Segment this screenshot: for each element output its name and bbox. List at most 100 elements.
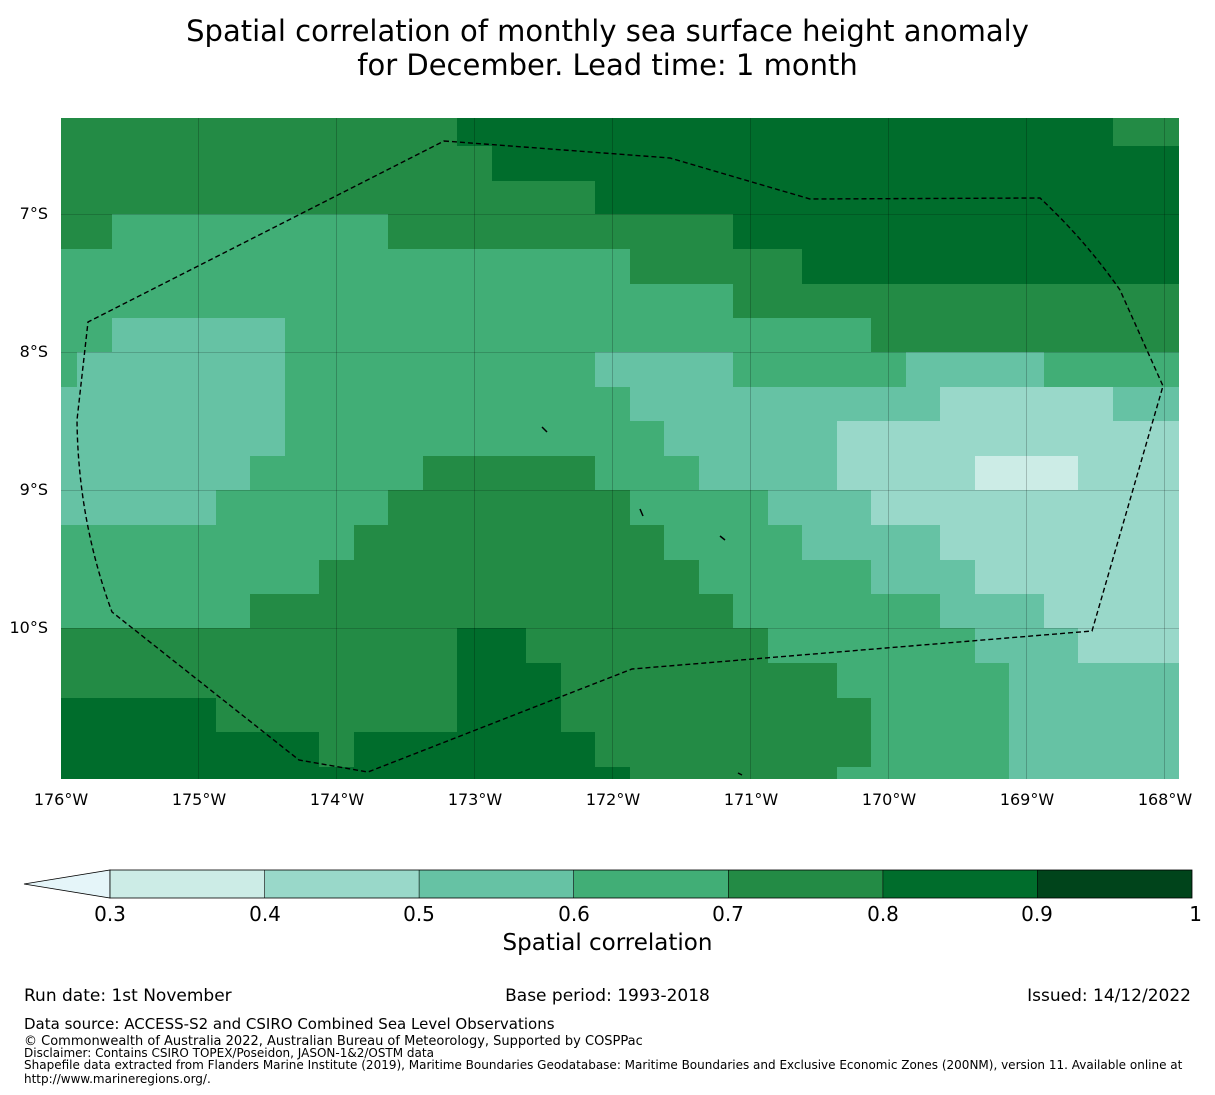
cell (61, 525, 354, 560)
lon-label-176W: 176°W (33, 790, 89, 809)
cell (1078, 456, 1179, 490)
lon-label-172W: 172°W (585, 790, 641, 809)
cell (1009, 732, 1179, 767)
colorbar-tick-0.7: 0.7 (712, 902, 744, 926)
cell (423, 456, 595, 490)
cell (457, 698, 561, 732)
cell (388, 214, 733, 249)
colorbar-bin-0.8 (882, 870, 1038, 898)
cell (630, 249, 802, 284)
cell (61, 181, 595, 214)
cell (699, 560, 871, 594)
cell (457, 628, 526, 663)
cell (1078, 628, 1179, 663)
colorbar-tick-0.9: 0.9 (1021, 902, 1053, 926)
cell (319, 732, 354, 767)
colorbar-tick-0.4: 0.4 (249, 902, 281, 926)
cell (526, 628, 768, 663)
lon-label-174W: 174°W (309, 790, 365, 809)
colorbar-bin-0.9 (1037, 870, 1192, 898)
cell (285, 352, 595, 387)
cell (630, 767, 837, 779)
cell (733, 214, 1179, 249)
cell (61, 214, 112, 249)
colorbar-label: Spatial correlation (502, 930, 713, 956)
cell (1044, 352, 1179, 387)
cell (664, 421, 837, 456)
lon-label-175W: 175°W (171, 790, 227, 809)
data-source: Data source: ACCESS-S2 and CSIRO Combine… (24, 1015, 555, 1033)
cell (837, 421, 1179, 456)
cell (285, 421, 664, 456)
cell (940, 594, 1044, 628)
cell (561, 698, 871, 732)
cell (457, 663, 561, 698)
cell (871, 560, 975, 594)
cell (940, 525, 1179, 560)
correlation-cells (61, 118, 1179, 779)
cell (61, 698, 216, 732)
cell (561, 663, 837, 698)
cell (871, 698, 1009, 732)
cell (61, 146, 492, 181)
island-marker (639, 508, 644, 517)
lon-label-171W: 171°W (723, 790, 779, 809)
colorbar-frame (109, 869, 1193, 899)
cell (354, 525, 664, 560)
cell (61, 456, 250, 490)
cell (250, 456, 423, 490)
colorbar-bin-0.6 (573, 870, 729, 898)
lon-label-170W: 170°W (861, 790, 917, 809)
cell (733, 352, 906, 387)
eez-boundary (76, 140, 1164, 773)
lat-label-7S: 7°S (19, 204, 48, 223)
colorbar-extend (23, 869, 111, 899)
cell (250, 594, 733, 628)
cell (61, 421, 285, 456)
cell (837, 456, 975, 490)
cell (699, 456, 837, 490)
graticule (61, 118, 1179, 779)
colorbar (23, 869, 1193, 899)
cell (630, 490, 768, 525)
cell (61, 249, 630, 284)
cell (61, 732, 319, 767)
cell (285, 387, 630, 421)
cell (768, 628, 975, 663)
lon-label-173W: 173°W (447, 790, 503, 809)
cell (112, 214, 388, 249)
colorbar-bin-0.5 (419, 870, 574, 898)
cell (61, 560, 319, 594)
title-line-1: Spatial correlation of monthly sea surfa… (186, 14, 1029, 48)
cell (61, 663, 457, 698)
cell (664, 525, 802, 560)
title-line-2: for December. Lead time: 1 month (357, 48, 858, 82)
shapefile-credit: Shapefile data extracted from Flanders M… (24, 1058, 1183, 1086)
cell (285, 318, 871, 352)
cell (61, 387, 285, 421)
island-marker (719, 535, 726, 541)
cell (595, 352, 733, 387)
cell (319, 560, 699, 594)
cell (457, 118, 1113, 146)
colorbar-tick-0.6: 0.6 (558, 902, 590, 926)
base-period: Base period: 1993-2018 (505, 986, 710, 1006)
cell (112, 318, 285, 352)
cell (1009, 663, 1179, 698)
colorbar-tick-0.5: 0.5 (403, 902, 435, 926)
cell (837, 767, 1009, 779)
lat-label-9S: 9°S (19, 480, 48, 499)
island-marker (541, 426, 548, 433)
cell (871, 732, 1009, 767)
lat-label-10S: 10°S (9, 618, 48, 637)
lon-label-168W: 168°W (1137, 790, 1193, 809)
cell (1009, 698, 1179, 732)
cell (733, 594, 940, 628)
colorbar-bin-0.3 (110, 870, 265, 898)
island-marker (737, 772, 743, 776)
colorbar-bin-0.4 (264, 870, 420, 898)
cell (837, 663, 1009, 698)
cell (61, 284, 733, 318)
cell (802, 525, 940, 560)
